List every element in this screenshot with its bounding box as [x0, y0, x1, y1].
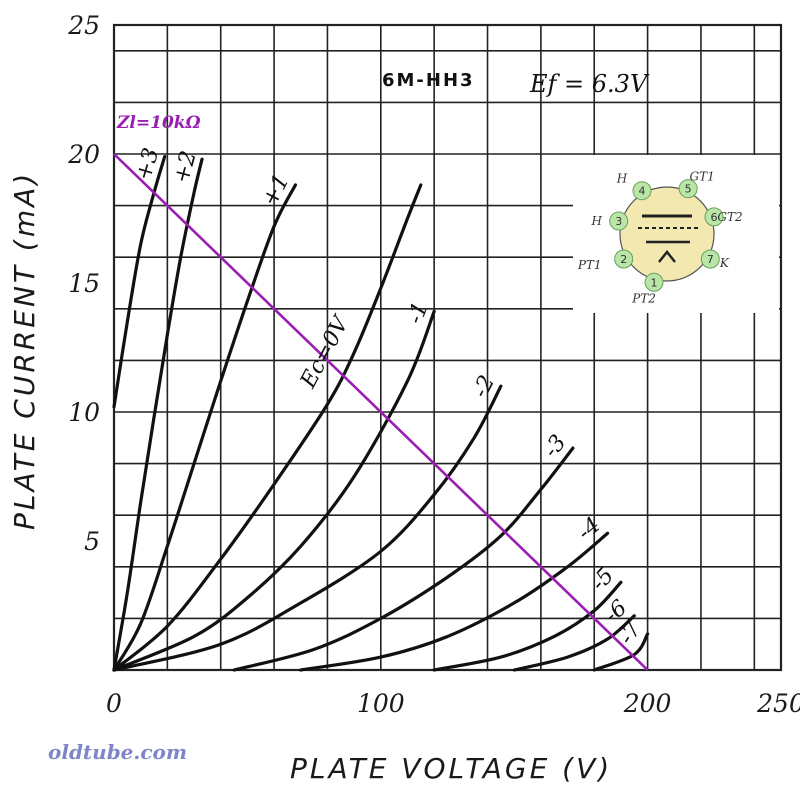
load-line-label: Zl=10kΩ — [116, 113, 201, 133]
y-tick-label: 25 — [67, 11, 100, 40]
pin-name: H — [590, 214, 602, 228]
grid-bias-curve — [112, 384, 503, 672]
x-tick-label: 250 — [756, 689, 800, 718]
pin-marker — [678, 179, 698, 199]
pin-marker — [704, 207, 724, 227]
grid-bias-curve — [112, 157, 204, 672]
pin-number: 7 — [707, 253, 714, 266]
pin-name: PT1 — [577, 258, 602, 272]
y-tick-label: 5 — [84, 527, 100, 556]
pin-name: GT2 — [717, 210, 742, 224]
pin-name: H — [616, 172, 628, 186]
tube-title: 6M-HH3 — [382, 70, 475, 91]
chart-grid — [112, 23, 783, 672]
pin-name: K — [719, 256, 730, 270]
grid-bias-curve — [112, 154, 167, 409]
curve-label: Ec=0V — [296, 311, 356, 393]
filament-voltage-label: Ef = 6.3V — [529, 70, 650, 98]
pin-marker — [644, 272, 664, 292]
pin-marker — [614, 249, 634, 269]
pin-number: 1 — [651, 276, 658, 289]
plot-frame — [112, 23, 783, 672]
pin-number: 3 — [615, 215, 622, 228]
pin-number: 5 — [685, 183, 692, 196]
pin-marker — [632, 181, 652, 201]
y-tick-label: 15 — [68, 269, 100, 298]
axis-ticks: 5101520250100200250 — [67, 11, 800, 718]
pin-marker — [609, 211, 629, 231]
grid-bias-curve — [299, 531, 610, 672]
watermark: oldtube.com — [48, 740, 187, 764]
pin-name: PT2 — [631, 291, 656, 305]
heater-symbol — [658, 249, 676, 263]
grid-bias-curve — [112, 309, 436, 672]
x-tick-label: 100 — [357, 689, 405, 718]
y-tick-label: 10 — [68, 398, 100, 427]
plate-curves — [112, 154, 650, 672]
grid-bias-curve — [512, 614, 636, 672]
curve-label: +1 — [258, 170, 295, 210]
load-line — [113, 153, 649, 671]
grid-bias-curve — [432, 580, 623, 672]
y-tick-label: 20 — [67, 140, 100, 169]
grid-bias-curve — [112, 183, 423, 672]
pin-number: 2 — [620, 253, 627, 266]
pin-name: GT1 — [690, 170, 715, 184]
x-tick-label: 200 — [623, 689, 672, 718]
grid-bias-curve — [112, 183, 298, 672]
load-line-group — [113, 153, 649, 671]
grid-bias-curve — [232, 446, 575, 672]
pin-number: 4 — [639, 185, 646, 198]
tube-socket-envelope — [619, 186, 715, 282]
x-tick-label: 0 — [106, 689, 122, 718]
x-axis-title: PLATE VOLTAGE (V) — [290, 752, 612, 785]
pin-number: 6 — [710, 211, 717, 224]
y-axis-title: PLATE CURRENT (mA) — [8, 171, 41, 530]
pin-marker — [700, 249, 720, 269]
grid-bias-curve — [592, 632, 650, 672]
